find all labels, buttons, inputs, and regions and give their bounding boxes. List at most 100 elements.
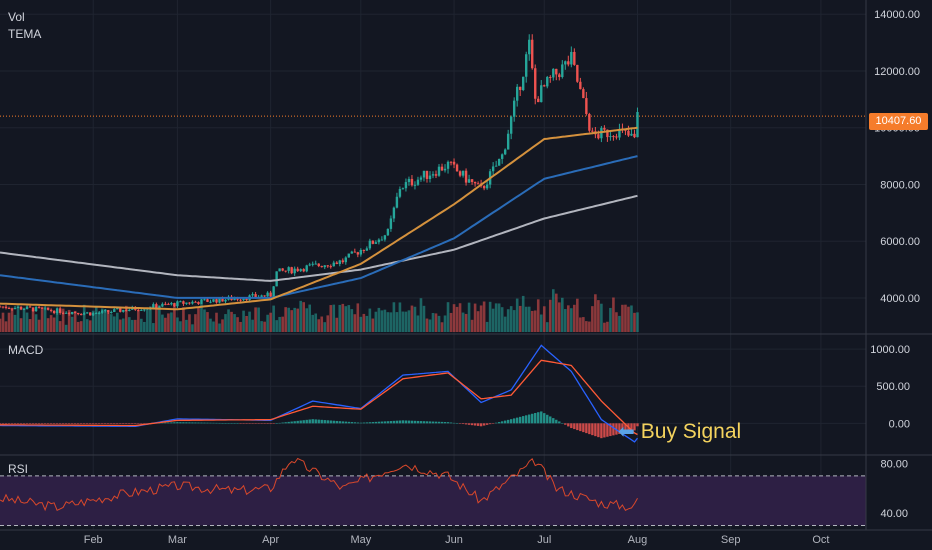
candle-body xyxy=(119,308,122,312)
candle-body xyxy=(28,306,32,308)
volume-bar xyxy=(488,301,492,332)
candle-body xyxy=(582,89,585,99)
x-tick-label: Feb xyxy=(84,534,103,546)
candle-body xyxy=(506,133,510,150)
candle-body xyxy=(464,170,468,183)
volume-bar xyxy=(551,289,555,332)
volume-bar xyxy=(22,307,26,332)
macd-histogram-bar xyxy=(350,422,354,424)
macd-histogram-bar xyxy=(603,423,606,438)
moving-average-lines xyxy=(0,126,638,311)
volume-bar xyxy=(467,302,471,332)
volume-bar xyxy=(506,309,510,332)
candle-body xyxy=(209,301,212,303)
macd-histogram-bar xyxy=(506,419,510,424)
macd-histogram-bar xyxy=(1,423,5,424)
volume-bar xyxy=(332,304,336,332)
candle-body xyxy=(558,74,561,78)
volume-bar xyxy=(353,314,357,332)
candle-body xyxy=(555,68,558,75)
volume-bar xyxy=(524,306,528,332)
macd-histogram-bar xyxy=(200,422,203,424)
candle-body xyxy=(137,309,140,311)
volume-bar xyxy=(224,314,227,332)
volume-bar xyxy=(485,321,489,332)
macd-histogram-bar xyxy=(476,423,480,426)
volume-bar xyxy=(61,308,65,332)
candle-body xyxy=(212,299,215,302)
candle-body xyxy=(236,298,239,300)
macd-histogram-bar xyxy=(362,422,366,424)
macd-histogram-bar xyxy=(221,422,224,424)
price-tick-label: 12000.00 xyxy=(874,66,920,78)
volume-bar xyxy=(278,316,281,332)
volume-bar xyxy=(636,312,639,332)
volume-bar xyxy=(449,312,453,332)
macd-histogram-bar xyxy=(368,422,372,424)
macd-histogram-bar xyxy=(140,423,143,424)
macd-histogram-bar xyxy=(28,423,32,424)
macd-histogram-bar xyxy=(113,423,116,424)
candle-body xyxy=(525,54,528,77)
volume-bar xyxy=(140,318,143,332)
candle-body xyxy=(497,158,501,166)
volume-bar xyxy=(633,312,636,332)
candle-body xyxy=(576,64,579,82)
macd-histogram-bar xyxy=(425,421,429,424)
macd-histogram-bar xyxy=(67,423,71,424)
macd-histogram-bar xyxy=(278,422,281,424)
candle-body xyxy=(43,307,47,309)
volume-bar xyxy=(347,305,351,332)
candle-body xyxy=(588,113,591,131)
macd-histogram-bar xyxy=(329,420,332,424)
volume-bar xyxy=(618,315,621,332)
candle-body xyxy=(287,267,290,271)
macd-histogram-bar xyxy=(209,422,212,424)
macd-histogram-bar xyxy=(203,422,206,424)
macd-histogram-bar xyxy=(55,423,59,424)
volume-bar xyxy=(248,311,251,332)
candle-body xyxy=(143,309,146,311)
candle-body xyxy=(155,304,158,309)
volume-bar xyxy=(395,312,399,332)
volume-bar xyxy=(19,318,23,332)
macd-histogram-bar xyxy=(479,423,483,427)
candle-body xyxy=(46,307,50,310)
candle-body xyxy=(500,154,504,159)
price-tick-label: 14000.00 xyxy=(874,9,920,21)
candle-body xyxy=(55,308,59,314)
macd-histogram-bar xyxy=(353,422,357,424)
volume-bar xyxy=(476,311,480,332)
volume-bar xyxy=(383,309,387,332)
candle-body xyxy=(164,303,167,305)
macd-histogram-bar xyxy=(206,422,209,424)
candle-body xyxy=(275,271,278,287)
volume-bar xyxy=(257,307,260,332)
candle-body xyxy=(1,306,5,308)
volume-bar xyxy=(124,305,128,332)
candle-body xyxy=(179,301,182,303)
volume-bar xyxy=(368,308,372,332)
volume-bar xyxy=(182,307,185,332)
volume-bar xyxy=(275,320,278,332)
candle-body xyxy=(362,249,366,251)
candle-body xyxy=(40,307,44,309)
macd-histogram-bar xyxy=(248,423,251,424)
candle-body xyxy=(140,309,143,311)
volume-bar xyxy=(1,312,5,332)
candle-body xyxy=(522,76,525,91)
macd-histogram-bar xyxy=(82,423,86,424)
macd-histogram-bar xyxy=(452,422,456,424)
candle-body xyxy=(422,170,426,178)
macd-histogram-bar xyxy=(594,423,597,437)
macd-histogram-bar xyxy=(86,423,89,424)
macd-histogram-bar xyxy=(233,423,236,424)
vol-label: Vol xyxy=(8,10,25,24)
macd-histogram-bar xyxy=(263,423,266,424)
volume-bar xyxy=(155,306,158,332)
candle-body xyxy=(89,312,92,316)
volume-bar xyxy=(404,311,408,332)
macd-histogram-bar xyxy=(317,419,320,424)
candle-body xyxy=(242,298,245,301)
volume-bar xyxy=(612,297,615,332)
